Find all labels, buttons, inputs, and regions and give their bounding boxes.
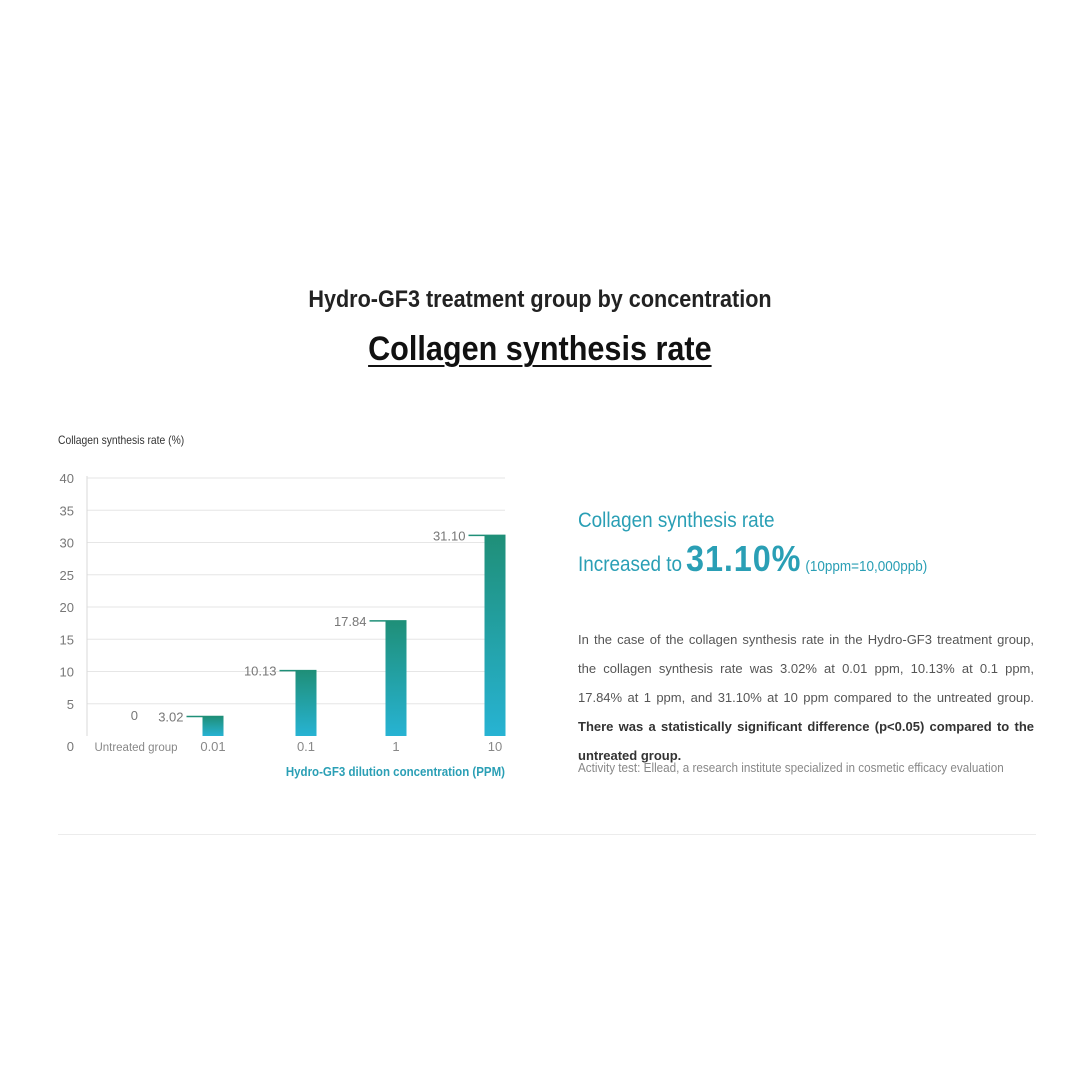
y-tick-label: 30	[60, 536, 74, 551]
y-tick-label: 15	[60, 632, 74, 647]
y-tick-label: 40	[60, 471, 74, 486]
y-tick-label: 0	[67, 739, 74, 754]
info-value: 31.10%	[686, 538, 802, 579]
y-axis-label: Collagen synthesis rate (%)	[58, 433, 185, 447]
bar	[484, 535, 506, 736]
description-main: In the case of the collagen synthesis ra…	[578, 632, 1034, 705]
info-highlight: Increased to 31.10% (10ppm=10,000ppb)	[578, 538, 927, 580]
chart-bars	[186, 534, 506, 736]
bar	[202, 716, 224, 736]
chart-grid	[86, 476, 505, 736]
y-tick-label: 5	[67, 697, 74, 712]
page-subtitle: Hydro-GF3 treatment group by concentrati…	[308, 286, 772, 313]
x-tick-label: 0.01	[200, 739, 225, 754]
credit-note: Activity test: Ellead, a research instit…	[578, 760, 1004, 775]
y-tick-label: 25	[60, 568, 74, 583]
y-tick-label: 10	[60, 665, 74, 680]
data-label: 17.84	[334, 614, 367, 629]
bar	[385, 620, 407, 736]
x-axis-title: Hydro-GF3 dilution concentration (PPM)	[285, 765, 505, 779]
y-tick-label: 20	[60, 600, 74, 615]
x-tick-label: Untreated group	[94, 742, 177, 754]
info-prefix: Increased to	[578, 553, 683, 576]
data-label: 3.02	[158, 710, 183, 725]
divider	[58, 834, 1036, 835]
page-title-wrap: Collagen synthesis rate	[0, 330, 1080, 369]
x-tick-label: 10	[488, 739, 502, 754]
data-label: 10.13	[244, 664, 277, 679]
description-bold: There was a statistically significant di…	[578, 719, 1034, 763]
data-label: 0	[131, 708, 138, 723]
data-label: 31.10	[433, 528, 466, 543]
y-tick-label: 35	[60, 503, 74, 518]
chart-labels: 0 5 10 15 20 25 30 35 40 Untreated group 0 0.01 3.02…	[60, 471, 503, 754]
info-heading: Collagen synthesis rate	[578, 509, 775, 532]
x-tick-label: 1	[392, 739, 399, 754]
description: In the case of the collagen synthesis ra…	[578, 625, 1034, 770]
x-tick-label: 0.1	[297, 739, 315, 754]
page-title: Collagen synthesis rate	[368, 330, 712, 368]
info-note: (10ppm=10,000ppb)	[805, 558, 928, 575]
bar	[295, 670, 317, 736]
